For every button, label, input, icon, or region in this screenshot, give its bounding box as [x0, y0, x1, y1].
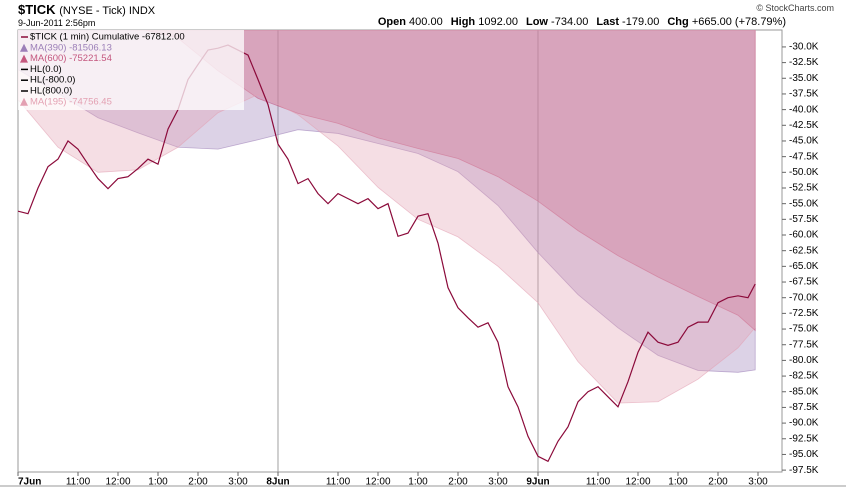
y-tick-label: -37.5K	[789, 89, 819, 100]
quote-row: Open 400.00 High 1092.00 Low -734.00 Last -…	[378, 16, 794, 28]
quote-label: Open	[377, 16, 406, 28]
y-tick-label: -80.0K	[789, 355, 819, 366]
x-tick-label: 8Jun	[266, 477, 289, 488]
quote-label: Last	[596, 16, 619, 28]
x-tick-label: 3:00	[488, 477, 508, 488]
y-tick-label: -97.5K	[789, 465, 819, 476]
x-tick-label: 12:00	[105, 477, 130, 488]
x-tick-label: 11:00	[66, 477, 91, 488]
ticker: $TICK	[18, 2, 56, 17]
legend-label: MA(195) -74756.45	[30, 96, 112, 107]
legend-box	[18, 30, 244, 110]
y-tick-label: -35.0K	[789, 73, 819, 84]
y-tick-label: -57.5K	[789, 214, 819, 225]
y-tick-label: -52.5K	[789, 183, 819, 194]
x-tick-label: 7Jun	[18, 477, 41, 488]
x-tick-label: 1:00	[148, 477, 168, 488]
x-tick-label: 1:00	[668, 477, 688, 488]
legend-label: HL(-800.0)	[30, 75, 75, 86]
y-tick-label: -85.0K	[789, 386, 819, 397]
date: 9-Jun-2011 2:56pm	[18, 18, 96, 28]
y-tick-label: -92.5K	[789, 433, 819, 444]
y-tick-label: -95.0K	[789, 449, 819, 460]
x-tick-label: 12:00	[365, 477, 390, 488]
quote-value: 400.00	[409, 16, 443, 28]
y-tick-label: -42.5K	[789, 120, 819, 131]
y-tick-label: -47.5K	[789, 151, 819, 162]
legend-symbol	[20, 54, 28, 63]
y-tick-label: -62.5K	[789, 245, 819, 256]
y-tick-label: -70.0K	[789, 292, 819, 303]
legend: $TICK (1 min) Cumulative -67812.00MA(390…	[18, 30, 244, 110]
legend-label: HL(800.0)	[30, 86, 72, 97]
x-tick-label: 11:00	[586, 477, 611, 488]
y-tick-label: -77.5K	[789, 339, 819, 350]
y-tick-label: -90.0K	[789, 418, 819, 429]
y-tick-label: -50.0K	[789, 167, 819, 178]
x-tick-label: 11:00	[326, 477, 351, 488]
header-title: $TICK (NYSE - Tick) INDX	[18, 2, 155, 17]
y-tick-label: -65.0K	[789, 261, 819, 272]
legend-label: MA(390) -81506.13	[30, 42, 112, 53]
y-tick-label: -60.0K	[789, 230, 819, 241]
y-tick-label: -72.5K	[789, 308, 819, 319]
quote-value: +665.00 (+78.79%)	[691, 16, 786, 28]
x-tick-label: 3:00	[228, 477, 248, 488]
axes: -30.0K -32.5K -35.0K -37.5K -40.0K -42.5K -45.…	[17, 42, 819, 488]
x-tick-label: 1:00	[408, 477, 428, 488]
y-tick-label: -45.0K	[789, 136, 819, 147]
legend-label: MA(600) -75221.54	[30, 53, 112, 64]
ma-area	[18, 30, 756, 404]
legend-label: HL(0.0)	[30, 64, 62, 75]
ma-area	[137, 30, 756, 332]
source: © StockCharts.com	[756, 3, 834, 13]
quote-label: Chg	[667, 16, 689, 28]
y-tick-label: -87.5K	[789, 402, 819, 413]
x-tick-label: 2:00	[448, 477, 468, 488]
subtitle: (NYSE - Tick) INDX	[59, 5, 156, 17]
y-tick-label: -40.0K	[789, 104, 819, 115]
y-tick-label: -82.5K	[789, 371, 819, 382]
y-tick-label: -32.5K	[789, 57, 819, 68]
legend-label: $TICK (1 min) Cumulative -67812.00	[30, 32, 185, 43]
legend-symbol	[20, 97, 28, 106]
plot-area	[18, 30, 756, 472]
quote-label: Low	[525, 16, 548, 28]
x-tick-label: 2:00	[188, 477, 208, 488]
quote-value: -179.00	[622, 16, 660, 28]
y-tick-label: -67.5K	[789, 277, 819, 288]
x-tick-label: 2:00	[708, 477, 728, 488]
quote-value: 1092.00	[478, 16, 518, 28]
quote-label: High	[450, 16, 476, 28]
x-tick-label: 3:00	[748, 477, 768, 488]
tick-line	[18, 44, 756, 463]
x-tick-label: 12:00	[625, 477, 650, 488]
x-tick-label: 9Jun	[526, 477, 549, 488]
legend-symbol	[20, 43, 28, 52]
y-tick-label: -30.0K	[789, 42, 819, 53]
y-tick-label: -55.0K	[789, 198, 819, 209]
quote-value: -734.00	[551, 16, 589, 28]
y-tick-label: -75.0K	[789, 324, 819, 335]
